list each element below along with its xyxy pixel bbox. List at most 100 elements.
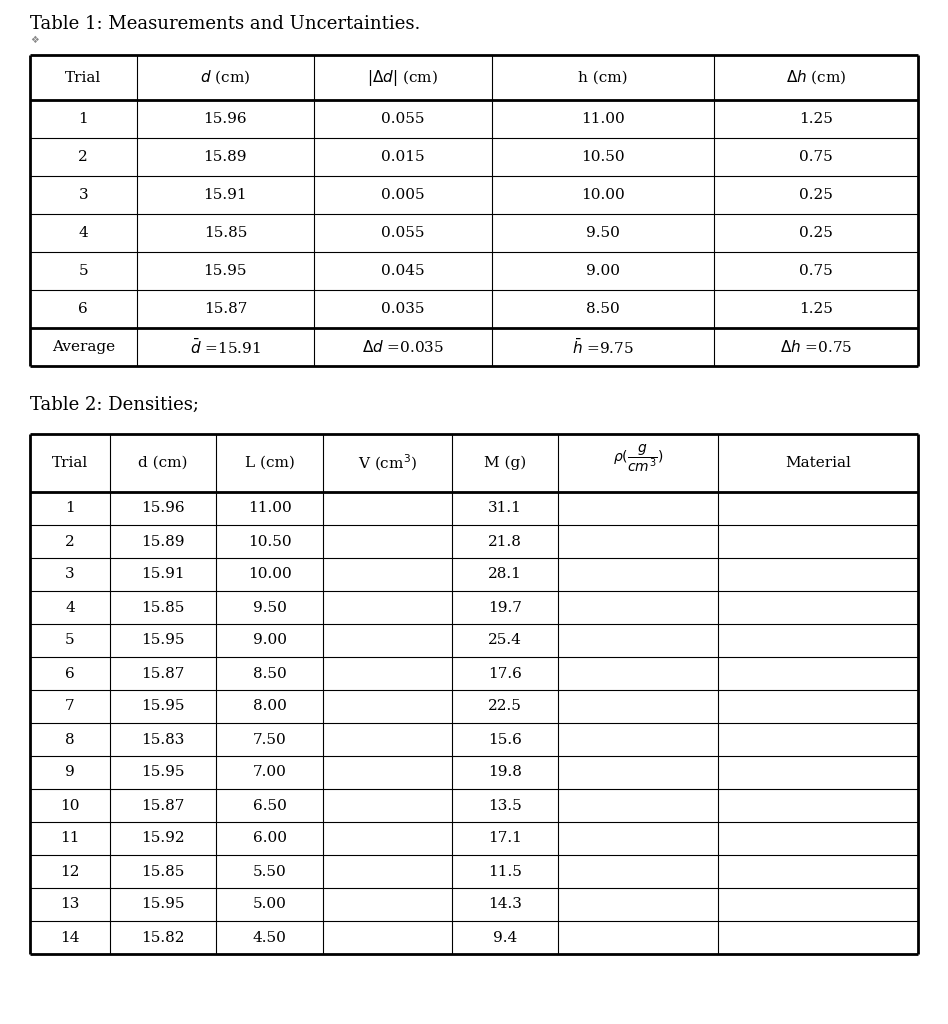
Text: 6: 6 bbox=[79, 302, 88, 316]
Text: 1.25: 1.25 bbox=[799, 112, 832, 126]
Text: 15.83: 15.83 bbox=[141, 732, 185, 746]
Text: ❖: ❖ bbox=[30, 35, 39, 45]
Text: 15.95: 15.95 bbox=[141, 634, 185, 647]
Text: 5.00: 5.00 bbox=[253, 897, 286, 911]
Text: 15.87: 15.87 bbox=[141, 799, 185, 812]
Text: 10.50: 10.50 bbox=[581, 150, 625, 164]
Text: 6.50: 6.50 bbox=[253, 799, 286, 812]
Text: $\rho(\dfrac{g}{cm^3})$: $\rho(\dfrac{g}{cm^3})$ bbox=[613, 442, 664, 474]
Text: $|\Delta d|$ (cm): $|\Delta d|$ (cm) bbox=[368, 68, 438, 87]
Text: 8.50: 8.50 bbox=[253, 667, 286, 681]
Text: h (cm): h (cm) bbox=[578, 71, 628, 85]
Text: 0.055: 0.055 bbox=[381, 112, 425, 126]
Text: 0.25: 0.25 bbox=[799, 226, 832, 240]
Text: 15.85: 15.85 bbox=[141, 864, 185, 879]
Text: 10: 10 bbox=[61, 799, 80, 812]
Text: 7: 7 bbox=[65, 699, 75, 714]
Text: 0.045: 0.045 bbox=[381, 264, 425, 278]
Text: 10.50: 10.50 bbox=[248, 535, 292, 549]
Text: $\bar{h}$ =9.75: $\bar{h}$ =9.75 bbox=[572, 338, 634, 356]
Text: 15.82: 15.82 bbox=[141, 931, 185, 944]
Text: 5: 5 bbox=[79, 264, 88, 278]
Text: Table 1: Measurements and Uncertainties.: Table 1: Measurements and Uncertainties. bbox=[30, 15, 420, 33]
Text: 0.055: 0.055 bbox=[381, 226, 425, 240]
Text: 2: 2 bbox=[79, 150, 88, 164]
Text: 15.96: 15.96 bbox=[204, 112, 247, 126]
Text: 4: 4 bbox=[65, 600, 75, 614]
Text: Table 2: Densities;: Table 2: Densities; bbox=[30, 396, 199, 414]
Text: 0.015: 0.015 bbox=[381, 150, 425, 164]
Text: Trial: Trial bbox=[65, 71, 101, 85]
Text: 8.50: 8.50 bbox=[586, 302, 620, 316]
Text: 0.75: 0.75 bbox=[799, 150, 832, 164]
Text: $\Delta h$ =0.75: $\Delta h$ =0.75 bbox=[779, 339, 852, 355]
Text: 22.5: 22.5 bbox=[488, 699, 522, 714]
Text: 9.50: 9.50 bbox=[586, 226, 620, 240]
Text: 9: 9 bbox=[65, 766, 75, 779]
Text: $\Delta h$ (cm): $\Delta h$ (cm) bbox=[786, 69, 847, 86]
Text: 8: 8 bbox=[65, 732, 75, 746]
Text: 2: 2 bbox=[65, 535, 75, 549]
Text: 13.5: 13.5 bbox=[488, 799, 522, 812]
Text: 14.3: 14.3 bbox=[488, 897, 522, 911]
Text: 15.85: 15.85 bbox=[141, 600, 185, 614]
Text: 4: 4 bbox=[79, 226, 88, 240]
Text: 1: 1 bbox=[79, 112, 88, 126]
Text: Average: Average bbox=[52, 340, 115, 354]
Text: Trial: Trial bbox=[52, 456, 88, 470]
Text: 19.7: 19.7 bbox=[488, 600, 522, 614]
Text: 4.50: 4.50 bbox=[253, 931, 286, 944]
Text: 10.00: 10.00 bbox=[581, 188, 625, 202]
Text: V (cm$^3$): V (cm$^3$) bbox=[357, 453, 417, 473]
Text: Material: Material bbox=[785, 456, 851, 470]
Text: 15.92: 15.92 bbox=[141, 831, 185, 846]
Text: 7.50: 7.50 bbox=[253, 732, 286, 746]
Text: M (g): M (g) bbox=[484, 456, 526, 470]
Text: 6: 6 bbox=[65, 667, 75, 681]
Text: 13: 13 bbox=[61, 897, 80, 911]
Text: 6.00: 6.00 bbox=[253, 831, 286, 846]
Text: 11.5: 11.5 bbox=[488, 864, 522, 879]
Text: 0.25: 0.25 bbox=[799, 188, 832, 202]
Text: 15.85: 15.85 bbox=[204, 226, 247, 240]
Text: 12: 12 bbox=[61, 864, 80, 879]
Text: 8.00: 8.00 bbox=[253, 699, 286, 714]
Text: 3: 3 bbox=[65, 567, 75, 582]
Text: 11.00: 11.00 bbox=[581, 112, 625, 126]
Text: 5.50: 5.50 bbox=[253, 864, 286, 879]
Text: 31.1: 31.1 bbox=[488, 502, 522, 515]
Text: 0.75: 0.75 bbox=[799, 264, 832, 278]
Text: 9.50: 9.50 bbox=[253, 600, 286, 614]
Text: 15.89: 15.89 bbox=[141, 535, 185, 549]
Text: 15.95: 15.95 bbox=[141, 766, 185, 779]
Text: 19.8: 19.8 bbox=[488, 766, 522, 779]
Text: 15.96: 15.96 bbox=[141, 502, 185, 515]
Text: 28.1: 28.1 bbox=[488, 567, 522, 582]
Text: 0.035: 0.035 bbox=[381, 302, 425, 316]
Text: 15.95: 15.95 bbox=[204, 264, 247, 278]
Text: 0.005: 0.005 bbox=[381, 188, 425, 202]
Text: $d$ (cm): $d$ (cm) bbox=[200, 69, 250, 86]
Text: d (cm): d (cm) bbox=[138, 456, 188, 470]
Text: 15.87: 15.87 bbox=[141, 667, 185, 681]
Text: L (cm): L (cm) bbox=[245, 456, 295, 470]
Text: 15.6: 15.6 bbox=[488, 732, 522, 746]
Text: 21.8: 21.8 bbox=[488, 535, 522, 549]
Text: 17.1: 17.1 bbox=[488, 831, 522, 846]
Text: $\bar{d}$ =15.91: $\bar{d}$ =15.91 bbox=[190, 338, 261, 356]
Text: 15.95: 15.95 bbox=[141, 699, 185, 714]
Text: 15.91: 15.91 bbox=[141, 567, 185, 582]
Text: 7.00: 7.00 bbox=[253, 766, 286, 779]
Text: 25.4: 25.4 bbox=[488, 634, 522, 647]
Text: 9.00: 9.00 bbox=[586, 264, 620, 278]
Text: 11.00: 11.00 bbox=[247, 502, 292, 515]
Text: 3: 3 bbox=[79, 188, 88, 202]
Text: 1.25: 1.25 bbox=[799, 302, 832, 316]
Text: 9.00: 9.00 bbox=[253, 634, 286, 647]
Text: 14: 14 bbox=[61, 931, 80, 944]
Text: 9.4: 9.4 bbox=[493, 931, 518, 944]
Text: 15.95: 15.95 bbox=[141, 897, 185, 911]
Text: 11: 11 bbox=[61, 831, 80, 846]
Text: 5: 5 bbox=[65, 634, 75, 647]
Text: 10.00: 10.00 bbox=[247, 567, 292, 582]
